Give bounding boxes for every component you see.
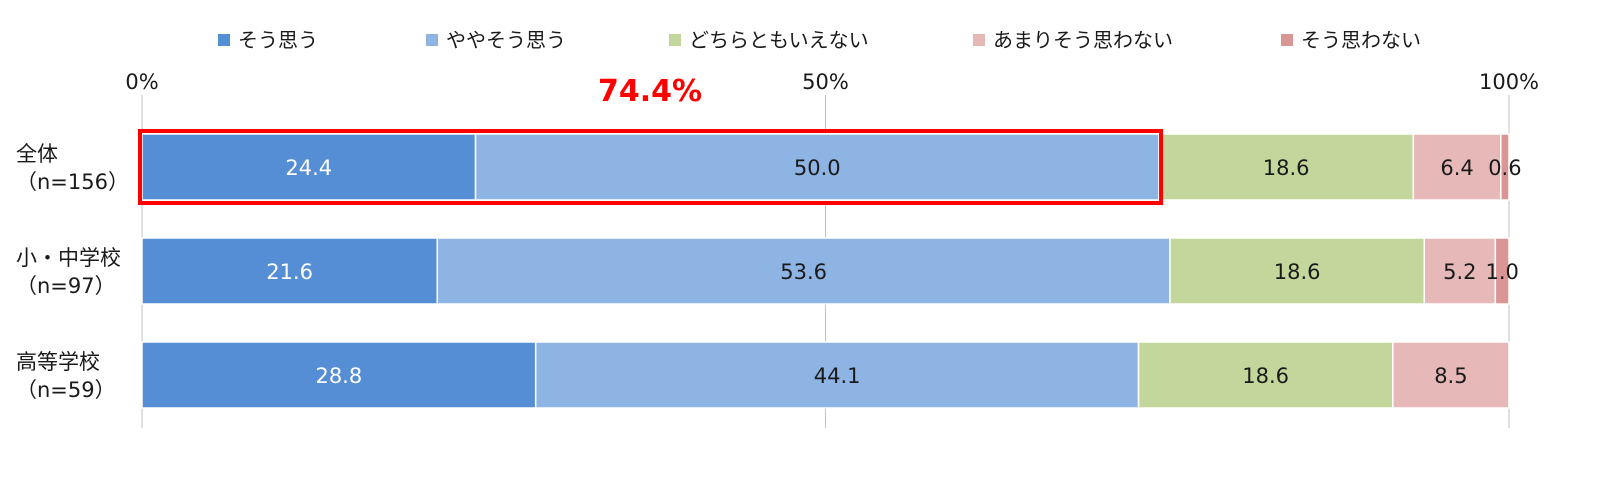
data-label: 5.2 (1443, 260, 1476, 284)
highlight-box (138, 129, 1164, 205)
bar-segment (1158, 133, 1415, 201)
legend-swatch (973, 34, 985, 46)
data-label: 53.6 (780, 260, 827, 284)
legend-label: ややそう思う (446, 28, 566, 52)
legend: そう思う ややそう思う どちらともいえない あまりそう思わない そう思わない (218, 28, 1421, 52)
bar-segment (1137, 341, 1394, 409)
bar-segment (1169, 237, 1425, 305)
data-label: 21.6 (266, 260, 313, 284)
legend-label: そう思う (238, 28, 318, 52)
bar-segment (474, 133, 1160, 201)
data-label: 1.0 (1485, 260, 1518, 284)
bar-segment (141, 237, 439, 305)
category-label: 小・中学校 (16, 246, 121, 270)
bar-segment (1423, 237, 1497, 305)
data-label: 24.4 (285, 156, 332, 180)
bar-segment (1494, 237, 1510, 305)
bar-segment (436, 237, 1171, 305)
x-axis-ticks: 0% 50% 100% (125, 70, 1539, 94)
data-label: 18.6 (1263, 156, 1310, 180)
data-label: 50.0 (794, 156, 841, 180)
data-label: 8.5 (1434, 364, 1467, 388)
category-label: 高等学校 (16, 350, 100, 374)
category-labels: 全体 （n=156） 小・中学校 （n=97） 高等学校 （n=59） (16, 142, 129, 402)
x-tick-label: 0% (125, 70, 158, 94)
legend-swatch (669, 34, 681, 46)
highlight-label: 74.4% (598, 74, 702, 109)
bar-segment (141, 133, 477, 201)
data-label: 18.6 (1274, 260, 1321, 284)
category-sample-size: （n=156） (16, 170, 129, 194)
data-label: 0.6 (1488, 156, 1521, 180)
legend-label: どちらともいえない (689, 28, 869, 52)
data-label: 6.4 (1440, 156, 1473, 180)
data-label: 28.8 (315, 364, 362, 388)
x-tick-label: 100% (1479, 70, 1539, 94)
legend-label: あまりそう思わない (993, 28, 1173, 52)
legend-label: そう思わない (1301, 28, 1421, 52)
category-sample-size: （n=59） (16, 378, 116, 402)
bar-segment (534, 341, 1140, 409)
legend-swatch (426, 34, 438, 46)
bars: 24.4 50.0 18.6 6.4 0.6 21.6 53.6 18.6 5.2 1.0 28.8… (141, 133, 1522, 409)
category-sample-size: （n=97） (16, 274, 116, 298)
bar-segment (1412, 133, 1502, 201)
bar-segment (1500, 133, 1510, 201)
category-label: 全体 (16, 142, 58, 166)
data-label: 18.6 (1242, 364, 1289, 388)
data-label: 44.1 (814, 364, 861, 388)
legend-swatch (218, 34, 230, 46)
bar-segment (1392, 341, 1510, 409)
highlight-group: 74.4% (138, 74, 1164, 205)
legend-swatch (1281, 34, 1293, 46)
x-tick-label: 50% (802, 70, 849, 94)
